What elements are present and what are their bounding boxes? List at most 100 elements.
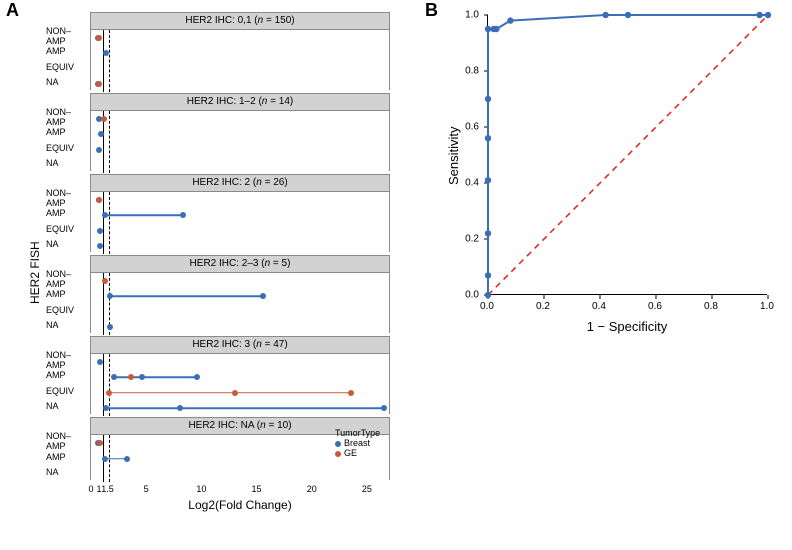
roc-point [485, 230, 491, 236]
row-label: NON–AMP [46, 350, 86, 370]
row-label: NA [46, 239, 86, 249]
panel-a-xlabel: Log2(Fold Change) [90, 498, 390, 512]
x-tick-label: 1.0 [760, 301, 774, 312]
row-label: NA [46, 401, 86, 411]
row-label: AMP [46, 370, 86, 380]
row-label: AMP [46, 208, 86, 218]
vline-solid [103, 192, 104, 254]
roc-point [485, 292, 491, 298]
roc-point [602, 12, 608, 18]
y-tick-label: 0.0 [465, 290, 479, 301]
x-tick: 15 [252, 484, 262, 494]
data-point [177, 405, 183, 411]
facet-strip: HER2 IHC: 1–2 (n = 14) [91, 94, 389, 111]
panel-a-ylabel: HER2 FISH [28, 241, 42, 304]
roc-point [493, 26, 499, 32]
x-tick-label: 0.6 [648, 301, 662, 312]
roc-point [485, 272, 491, 278]
data-point [101, 116, 107, 122]
facet-body [91, 354, 389, 416]
data-point [96, 197, 102, 203]
legend-item: Breast [335, 438, 380, 448]
x-tick: 1 [97, 484, 102, 494]
facet-body [91, 192, 389, 254]
data-point [180, 212, 186, 218]
roc-point [485, 26, 491, 32]
x-tick-label: 0.8 [704, 301, 718, 312]
row-label: NA [46, 320, 86, 330]
range-segment [114, 377, 197, 379]
data-point [103, 50, 109, 56]
facet-body [91, 30, 389, 92]
legend-swatch [335, 451, 341, 457]
data-point [260, 293, 266, 299]
roc-point [485, 135, 491, 141]
roc-point [765, 12, 771, 18]
vline-solid [103, 30, 104, 92]
data-point [232, 390, 238, 396]
x-tick-label: 0.4 [592, 301, 606, 312]
vline-dash [109, 30, 110, 92]
row-label: NON–AMP [46, 188, 86, 208]
row-label: EQUIV [46, 305, 86, 315]
legend-item: GE [335, 448, 380, 458]
data-point [96, 81, 102, 87]
facet: HER2 IHC: 2 (n = 26) [90, 174, 390, 252]
vline-dash [109, 111, 110, 173]
row-label: NON–AMP [46, 107, 86, 127]
row-label: NA [46, 77, 86, 87]
data-point [107, 324, 113, 330]
row-label: AMP [46, 289, 86, 299]
x-tick: 20 [307, 484, 317, 494]
row-label: EQUIV [46, 224, 86, 234]
x-tick: 5 [144, 484, 149, 494]
data-point [97, 228, 103, 234]
row-label: EQUIV [46, 62, 86, 72]
diagonal-line [488, 15, 768, 295]
legend-title: TumorType [335, 428, 380, 438]
facet-strip: HER2 IHC: 2–3 (n = 5) [91, 256, 389, 273]
facet-strip: HER2 IHC: 0,1 (n = 150) [91, 13, 389, 30]
x-tick: 10 [196, 484, 206, 494]
roc-point [756, 12, 762, 18]
data-point [102, 278, 108, 284]
legend-swatch [335, 441, 341, 447]
data-point [102, 212, 108, 218]
data-point [111, 374, 117, 380]
y-tick-label: 1.0 [465, 10, 479, 21]
data-point [96, 35, 102, 41]
facet-strip: HER2 IHC: 2 (n = 26) [91, 175, 389, 192]
x-tick: 25 [362, 484, 372, 494]
facet: HER2 IHC: 1–2 (n = 14) [90, 93, 390, 171]
data-point [103, 405, 109, 411]
y-tick-label: 0.2 [465, 234, 479, 245]
data-point [106, 390, 112, 396]
data-point [107, 293, 113, 299]
row-label: EQUIV [46, 386, 86, 396]
vline-dash [109, 192, 110, 254]
row-label: AMP [46, 127, 86, 137]
facet: HER2 IHC: 2–3 (n = 5) [90, 255, 390, 333]
range-segment [106, 408, 384, 410]
row-label: NA [46, 158, 86, 168]
data-point [102, 456, 108, 462]
row-label: AMP [46, 46, 86, 56]
data-point [97, 243, 103, 249]
roc-point [625, 12, 631, 18]
data-point [124, 456, 130, 462]
x-tick: 1.5 [101, 484, 114, 494]
range-segment [105, 215, 182, 217]
panel-b: 0.00.00.20.20.40.40.60.60.80.81.01.0Sens… [432, 5, 787, 365]
panel-b-xlabel: 1 − Specificity [587, 319, 668, 334]
roc-plot-area [487, 15, 767, 295]
data-point [194, 374, 200, 380]
facet: HER2 IHC: 0,1 (n = 150) [90, 12, 390, 90]
data-point [128, 374, 134, 380]
y-tick-label: 0.6 [465, 122, 479, 133]
data-point [139, 374, 145, 380]
panel-a: HER2 FISH NON–AMPAMPEQUIVNAHER2 IHC: 0,1… [10, 4, 430, 544]
facet: HER2 IHC: 3 (n = 47) [90, 336, 390, 414]
data-point [97, 359, 103, 365]
x-tick: 0 [88, 484, 93, 494]
legend: TumorTypeBreastGE [335, 428, 380, 458]
